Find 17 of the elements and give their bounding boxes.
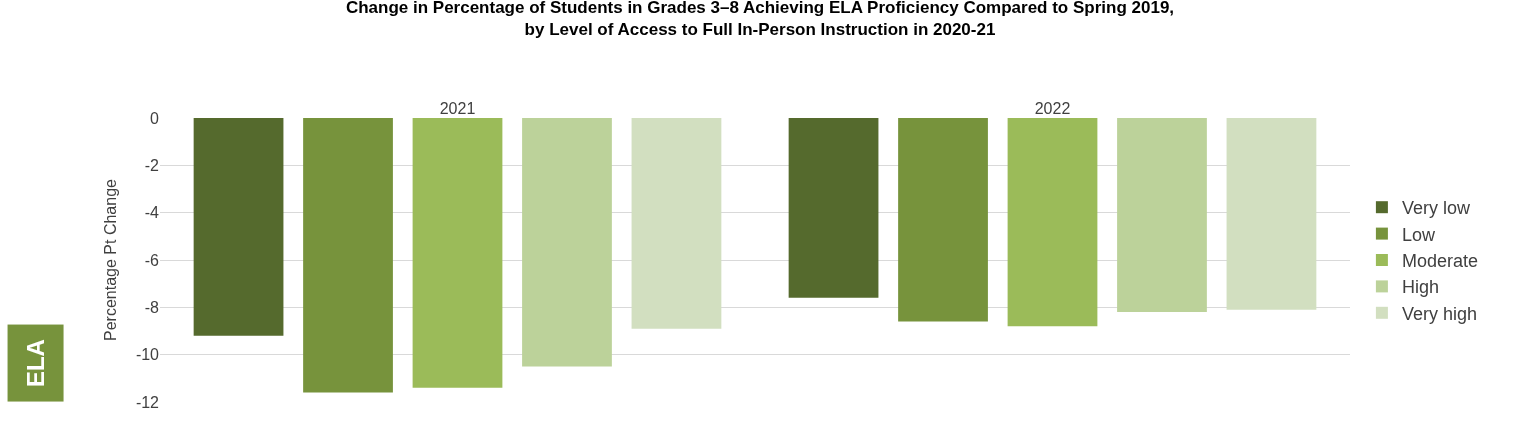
legend-label: Moderate [1401, 251, 1478, 272]
legend-label: High [1401, 277, 1439, 298]
y-tick-label: -12 [135, 393, 160, 411]
legend-label: Very high [1401, 303, 1477, 324]
y-tick-label: -4 [144, 204, 160, 222]
x-tick-label: 2022 [1034, 99, 1071, 117]
y-tick-label: -2 [144, 156, 160, 174]
y-tick-label: -6 [144, 251, 160, 269]
x-tick-label: 2021 [439, 99, 476, 117]
legend-label: Low [1401, 224, 1436, 245]
y-tick-label: 0 [150, 109, 160, 127]
y-tick-label: -8 [144, 298, 160, 316]
y-axis-title: Percentage Pt Change [101, 178, 119, 341]
chart-title: Change in Percentage of Students in Grades 3–8 Achieving ELA Proficiency Compared to Spring 2019, by Level of Access to Full In-Person Instruction in 2020-21 [345, 0, 1175, 39]
text: ELA [22, 339, 50, 388]
y-tick-label: -10 [135, 346, 160, 364]
legend-label: Very low [1401, 198, 1471, 219]
